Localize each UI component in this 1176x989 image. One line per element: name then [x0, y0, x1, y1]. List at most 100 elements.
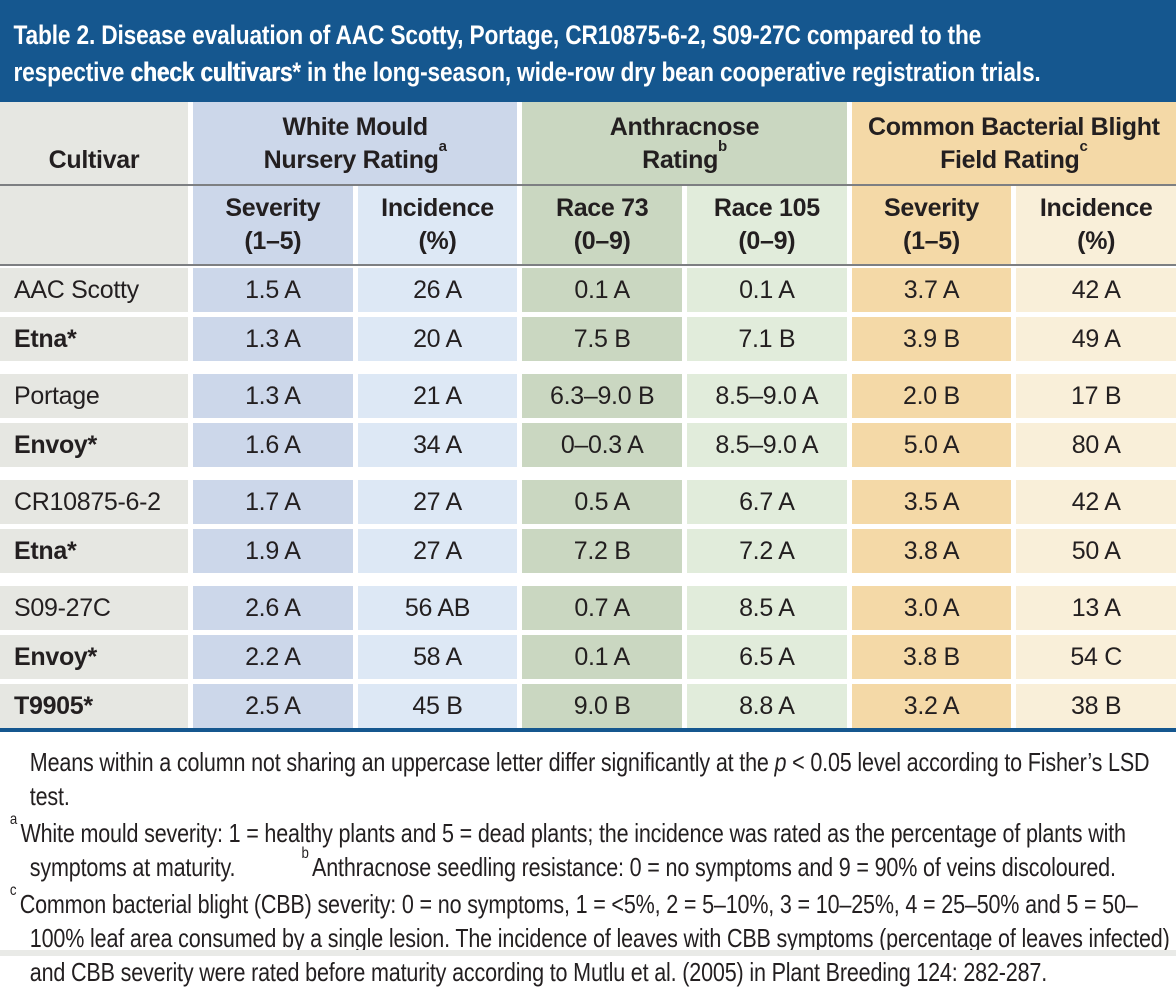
cultivar-name-cell: Envoy*	[0, 423, 188, 467]
cbb-group-header: Common Bacterial Blight Field Ratingc	[851, 102, 1176, 184]
title-line-1: Table 2. Disease evaluation of AAC Scott…	[13, 20, 982, 50]
footnote-lsd-p-italic: p	[774, 747, 787, 777]
table-title-bar: Table 2. Disease evaluation of AAC Scott…	[0, 0, 1176, 102]
footnote-c: c Common bacterial blight (CBB) severity:…	[0, 883, 1176, 989]
subheader-label: Race 105	[713, 194, 820, 222]
header-divider-rule	[0, 184, 1176, 186]
value-cell: 5.0 A	[851, 423, 1012, 467]
value-cell: 21 A	[357, 374, 518, 418]
value-cell: 0.5 A	[522, 480, 682, 524]
title-line-2-pre: respective	[13, 57, 131, 87]
value-cell: 1.9 A	[193, 529, 353, 573]
cbb-severity-subheader: Severity (1–5)	[851, 186, 1012, 264]
subheader-scale: (0–9)	[738, 227, 796, 255]
value-cell: 3.9 B	[851, 317, 1012, 361]
value-cell: 1.7 A	[193, 480, 353, 524]
table-row: Envoy* 2.2 A 58 A 0.1 A 6.5 A 3.8 B 54 C	[0, 635, 1176, 679]
subheader-label: Incidence	[1039, 194, 1153, 222]
value-cell: 0.1 A	[522, 268, 682, 312]
value-cell: 6.5 A	[687, 635, 847, 679]
subheader-scale: (%)	[1077, 227, 1116, 255]
white-mould-header-line-1: White Mould	[282, 113, 429, 141]
table-body: AAC Scotty 1.5 A 26 A 0.1 A 0.1 A 3.7 A 42 A Et…	[0, 268, 1176, 728]
value-cell: 2.2 A	[193, 635, 353, 679]
white-mould-header-text: Nursery Rating	[263, 146, 439, 174]
value-cell: 42 A	[1016, 480, 1176, 524]
footnote-b-text: Anthracnose seedling resistance: 0 = no …	[312, 852, 1116, 882]
table-title: Table 2. Disease evaluation of AAC Scott…	[0, 0, 1175, 91]
subheader-label: Severity	[225, 194, 321, 222]
race-73-subheader: Race 73 (0–9)	[522, 186, 682, 264]
value-cell: 45 B	[357, 684, 518, 728]
table-row: S09-27C 2.6 A 56 AB 0.7 A 8.5 A 3.0 A 13 A	[0, 586, 1176, 630]
value-cell: 3.8 A	[851, 529, 1012, 573]
value-cell: 17 B	[1016, 374, 1176, 418]
value-cell: 2.5 A	[193, 684, 353, 728]
value-cell: 2.0 B	[851, 374, 1012, 418]
cultivar-name-cell: Portage	[0, 374, 188, 418]
subheader-divider-rule	[0, 264, 1176, 266]
race-105-subheader: Race 105 (0–9)	[687, 186, 847, 264]
cultivar-name-cell: Etna*	[0, 317, 188, 361]
footnote-lsd: Means within a column not sharing an upp…	[0, 745, 1176, 813]
table-row: Etna* 1.9 A 27 A 7.2 B 7.2 A 3.8 A 50 A	[0, 529, 1176, 573]
footnote-marker-c: c	[9, 882, 17, 900]
value-cell: 0.1 A	[522, 635, 682, 679]
footnote-a-text: White mould severity: 1 = healthy plants…	[20, 818, 1126, 882]
subheader-label: Race 73	[555, 194, 649, 222]
value-cell: 7.1 B	[687, 317, 847, 361]
sub-header-row: Severity (1–5) Incidence (%) Race 73 (0–9) …	[0, 186, 1176, 264]
cbb-header-line-2: Field Ratingc	[940, 139, 1088, 177]
anthracnose-header-line-2: Ratingb	[642, 139, 727, 177]
value-cell: 38 B	[1016, 684, 1176, 728]
table-row: Envoy* 1.6 A 34 A 0–0.3 A 8.5–9.0 A 5.0 A 80 A	[0, 423, 1176, 467]
anthracnose-group-header: Anthracnose Ratingb	[522, 102, 847, 184]
value-cell: 1.3 A	[193, 374, 353, 418]
white-mould-group-header: White Mould Nursery Ratinga	[193, 102, 518, 184]
subheader-scale: (0–9)	[573, 227, 631, 255]
value-cell: 50 A	[1016, 529, 1176, 573]
value-cell: 8.5–9.0 A	[687, 423, 847, 467]
footnote-ref-c: c	[1079, 137, 1088, 155]
value-cell: 3.8 B	[851, 635, 1012, 679]
title-bold-phrase: check cultivars	[130, 57, 293, 87]
cbb-incidence-subheader: Incidence (%)	[1016, 186, 1176, 264]
anthracnose-header-text: Rating	[642, 146, 719, 174]
footnote-ref-a: a	[438, 137, 447, 155]
value-cell: 54 C	[1016, 635, 1176, 679]
value-cell: 3.5 A	[851, 480, 1012, 524]
cultivar-name-cell: CR10875-6-2	[0, 480, 188, 524]
value-cell: 13 A	[1016, 586, 1176, 630]
cultivar-name-cell: S09-27C	[0, 586, 188, 630]
value-cell: 3.7 A	[851, 268, 1012, 312]
subheader-label: Incidence	[381, 194, 494, 222]
footnote-marker-a: a	[9, 811, 18, 829]
wm-severity-subheader: Severity (1–5)	[193, 186, 353, 264]
cultivar-name-cell: T9905*	[0, 684, 188, 728]
table-row: Etna* 1.3 A 20 A 7.5 B 7.1 B 3.9 B 49 A	[0, 317, 1176, 361]
value-cell: 8.5–9.0 A	[687, 374, 847, 418]
value-cell: 7.5 B	[522, 317, 682, 361]
footnote-ref-b: b	[718, 137, 727, 155]
footnote-a-b: a White mould severity: 1 = healthy plant…	[0, 812, 1176, 884]
value-cell: 7.2 B	[522, 529, 682, 573]
value-cell: 3.0 A	[851, 586, 1012, 630]
cultivar-name-cell: AAC Scotty	[0, 268, 188, 312]
subheader-scale: (1–5)	[244, 227, 302, 255]
value-cell: 6.7 A	[687, 480, 847, 524]
value-cell: 8.8 A	[687, 684, 847, 728]
value-cell: 80 A	[1016, 423, 1176, 467]
value-cell: 0.1 A	[687, 268, 847, 312]
cultivar-name-cell: Etna*	[0, 529, 188, 573]
table-row: T9905* 2.5 A 45 B 9.0 B 8.8 A 3.2 A 38 B	[0, 684, 1176, 728]
value-cell: 2.6 A	[193, 586, 353, 630]
value-cell: 27 A	[357, 480, 518, 524]
value-cell: 6.3–9.0 B	[522, 374, 682, 418]
footnote-c-text: Common bacterial blight (CBB) severity: …	[19, 889, 1170, 987]
value-cell: 3.2 A	[851, 684, 1012, 728]
value-cell: 0.7 A	[522, 586, 682, 630]
column-group-header-row: Cultivar White Mould Nursery Ratinga Ant…	[0, 102, 1176, 184]
title-line-2-post: * in the long-season, wide-row dry bean …	[292, 57, 1041, 87]
footnote-marker-b: b	[301, 845, 309, 863]
